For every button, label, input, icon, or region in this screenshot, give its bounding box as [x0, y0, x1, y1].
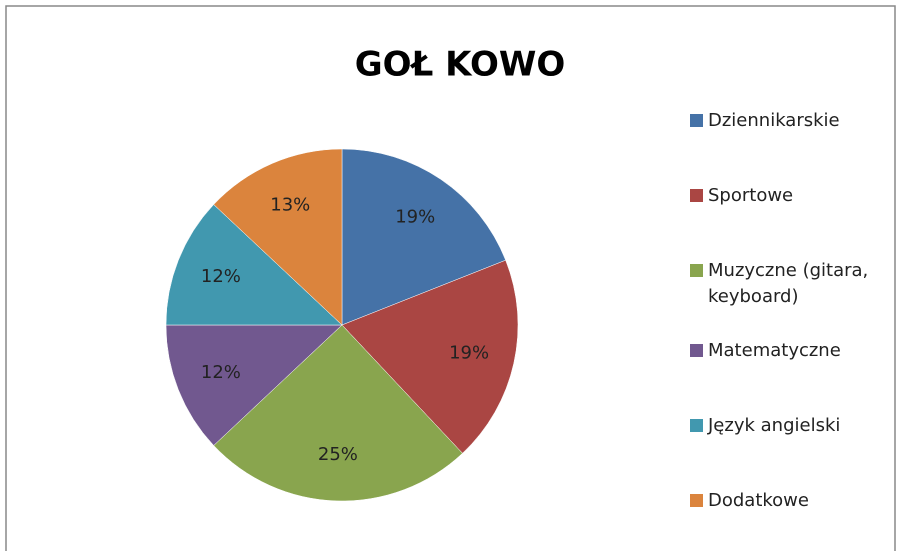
legend-label: Sportowe: [708, 185, 794, 206]
legend-label: Język angielski: [708, 415, 841, 436]
data-label: 19%: [395, 206, 435, 227]
legend-swatch: [690, 114, 703, 127]
legend-label: Dodatkowe: [708, 490, 809, 511]
pie-slice: [341, 259, 519, 454]
legend-label: Dziennikarskie: [708, 110, 840, 131]
legend-swatch: [690, 264, 703, 277]
data-label: 25%: [318, 444, 358, 465]
legend-swatch: [690, 189, 703, 202]
pie-slice: [213, 324, 463, 502]
data-label: 12%: [201, 266, 241, 287]
legend-entry: Sportowe: [690, 183, 890, 209]
legend-entry: Dziennikarskie: [690, 108, 890, 134]
chart-title: GOŁ KOWO: [355, 45, 566, 85]
legend-swatch: [690, 344, 703, 357]
legend-entry: Język angielski: [690, 413, 890, 439]
legend-swatch: [690, 494, 703, 507]
data-label: 13%: [270, 194, 310, 215]
legend-entry: Muzyczne (gitara, keyboard): [690, 258, 890, 310]
pie-slice: [165, 324, 343, 446]
pie-slice: [341, 148, 506, 326]
legend-entry: Matematyczne: [690, 338, 890, 364]
data-label: 19%: [449, 342, 489, 363]
legend-entry: Dodatkowe: [690, 488, 890, 514]
legend-label: Muzyczne (gitara, keyboard): [708, 260, 869, 307]
legend-swatch: [690, 419, 703, 432]
data-label: 12%: [201, 362, 241, 383]
pie-slice: [165, 204, 343, 326]
legend-label: Matematyczne: [708, 340, 841, 361]
pie-slice: [213, 148, 343, 326]
